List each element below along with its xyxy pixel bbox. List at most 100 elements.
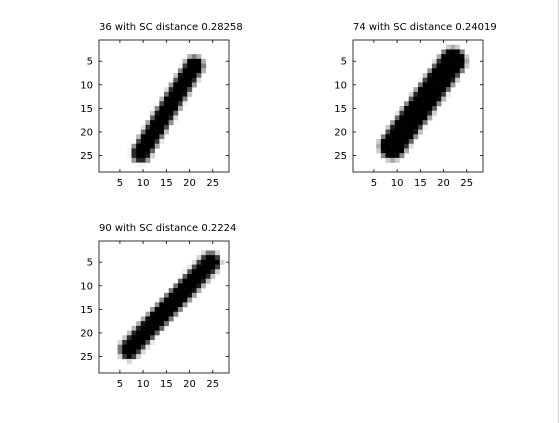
heatmap-cell [164,321,169,327]
heatmap-cell [159,120,165,126]
heatmap-cell [436,91,442,97]
heatmap-cell [164,124,169,130]
heatmap-cell [150,316,156,322]
heatmap-cell [450,82,456,88]
heatmap-cell [182,63,188,69]
heatmap-cell [191,288,197,294]
heatmap-cell [441,91,447,97]
heatmap-cell [191,63,197,69]
heatmap-cell [140,162,146,168]
heatmap-cell [159,325,165,331]
heatmap-cell [191,274,197,280]
heatmap-cell [140,129,146,135]
heatmap-cell [394,129,400,135]
heatmap-cell [380,153,386,159]
heatmap-cell [408,96,414,102]
heatmap-cell [436,68,442,74]
y-tick-label: 5 [341,57,347,68]
heatmap-cell [177,297,183,303]
heatmap-cell [441,96,447,102]
heatmap-cell [436,77,442,83]
heatmap-cell [150,129,156,135]
heatmap-cell [145,335,151,341]
heatmap-cell [164,106,169,112]
heatmap-cell [159,110,165,116]
heatmap-cell [196,73,202,79]
heatmap-cell [187,54,193,60]
heatmap-cell [455,58,461,64]
heatmap-cell [140,143,146,149]
heatmap-cell [168,87,174,93]
heatmap-cell [154,302,160,308]
x-tick-label: 25 [460,178,473,189]
heatmap-cell [201,274,207,280]
heatmap-cell [136,340,142,346]
heatmap-cell [164,307,169,313]
heatmap-cell [399,124,405,130]
heatmap-cell [131,153,137,159]
heatmap-cell [131,349,137,355]
heatmap-cell [173,87,179,93]
heatmap-cell [173,292,179,298]
heatmap-cell [154,134,160,140]
heatmap-cell [140,344,146,350]
heatmap-cell [173,297,179,303]
heatmap-cell [205,259,211,265]
heatmap-cell [418,124,423,130]
heatmap-cell [404,120,410,126]
heatmap-cell [431,96,437,102]
heatmap-cell [136,148,142,154]
heatmap-cell [441,49,447,55]
heatmap-cell [390,143,396,149]
heatmap-cell [408,139,414,145]
x-tick-label: 20 [183,178,196,189]
x-tick-label: 5 [371,178,377,189]
heatmap-cell [385,157,391,163]
heatmap-cell [187,77,193,83]
heatmap-cell [404,143,410,149]
heatmap-cell [196,283,202,289]
heatmap-cell [450,49,456,55]
subplot-title: 36 with SC distance 0.28258 [99,22,243,33]
heatmap-axes: 5 10 15 20 25 5 10 15 20 25 [80,240,230,390]
heatmap-cell [140,335,146,341]
y-tick-label: 10 [80,80,93,91]
heatmap-cell [422,110,428,116]
heatmap-cell [182,283,188,289]
heatmap-cell [145,316,151,322]
heatmap-cell [196,278,202,284]
heatmap-cell [205,269,211,275]
heatmap-cell [159,106,165,112]
heatmap-cell [390,139,396,145]
heatmap-cell [168,82,174,88]
heatmap-cell [187,82,193,88]
heatmap-cell [196,274,202,280]
heatmap-cell [436,96,442,102]
y-tick-label: 20 [80,127,93,138]
heatmap-cell [177,82,183,88]
heatmap-cell [385,148,391,154]
heatmap-cell [404,106,410,112]
heatmap-cell [150,325,156,331]
heatmap-cell [191,82,197,88]
heatmap-cell [145,311,151,317]
heatmap-cell [140,349,146,355]
heatmap-cell [182,278,188,284]
heatmap-cell [394,120,400,126]
heatmap-cell [126,344,132,350]
heatmap-cell [399,129,405,135]
heatmap-cell [191,73,197,79]
heatmap-cell [219,259,225,265]
heatmap-cell [145,321,151,327]
heatmap-cell [196,58,202,64]
heatmap-cell [136,330,142,336]
heatmap-cell [413,120,419,126]
heatmap-cell [413,129,419,135]
heatmap-cell [404,134,410,140]
heatmap-cell [441,63,447,69]
heatmap-cell [145,139,151,145]
heatmap-cell [427,115,433,121]
heatmap-cell [182,302,188,308]
heatmap-cell [131,354,137,360]
heatmap-cell [422,87,428,93]
